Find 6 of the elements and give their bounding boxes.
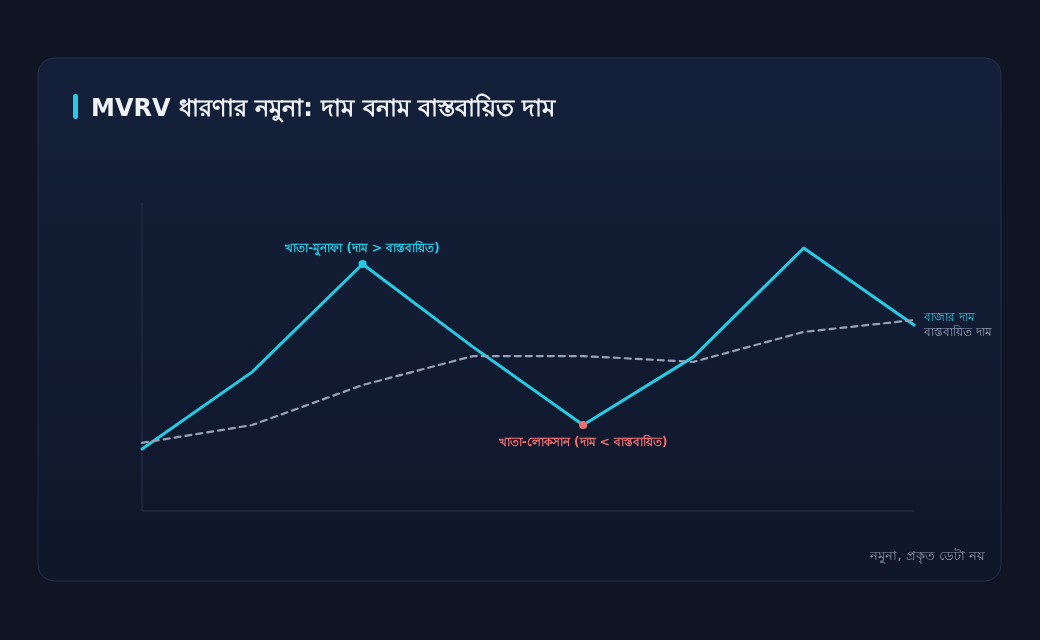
annotation: খাতা-মুনাফা (দাম > বাস্তবায়িত) <box>284 240 440 258</box>
series-label: বাস্তবায়িত দাম <box>923 325 992 340</box>
text: নমুনা, প্রকৃত ডেটা নয় <box>869 548 985 564</box>
series-label: বাজার দাম <box>923 310 975 325</box>
chart-title: MVRV ধারণার নমুনা: দাম বনাম বাস্তবায়িত দাম <box>91 93 558 123</box>
annotation: খাতা-লোকসান (দাম < বাস্তবায়িত) <box>497 434 668 449</box>
